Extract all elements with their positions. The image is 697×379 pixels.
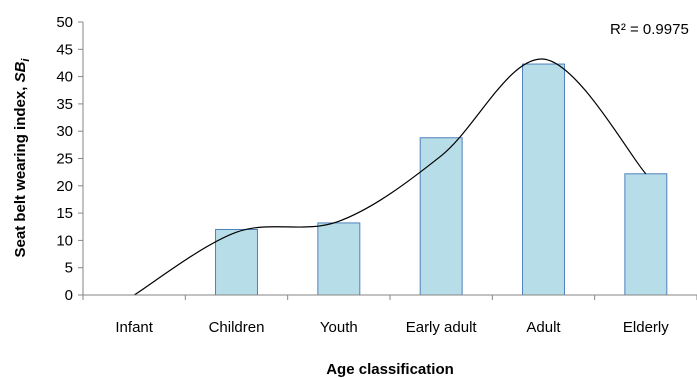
trendline — [133, 58, 647, 296]
x-category-label: Youth — [320, 319, 358, 336]
y-axis-title-symbol: SB — [12, 61, 29, 82]
y-axis-title-main: Seat belt wearing index, — [12, 82, 29, 257]
bar — [215, 228, 258, 296]
y-axis-title-subscript: i — [20, 58, 32, 62]
x-category-label: Elderly — [623, 319, 669, 336]
y-tick-label: 40 — [56, 69, 73, 86]
y-tick-label: 25 — [56, 151, 73, 168]
bar — [317, 222, 361, 296]
x-category-label: Early adult — [406, 319, 478, 336]
y-tick-label: 15 — [56, 205, 73, 222]
y-tick-label: 50 — [56, 14, 73, 31]
bar — [522, 63, 565, 296]
x-axis-ticks: Infant Children Youth Early adult Adult Elder… — [82, 295, 697, 336]
y-tick-label: 0 — [65, 287, 73, 304]
y-axis-ticks: 0 5 10 15 20 25 30 35 40 45 50 — [56, 14, 83, 304]
bars — [215, 63, 668, 296]
y-axis-title: Seat belt wearing index, SBi — [12, 58, 32, 258]
y-tick-label: 5 — [65, 260, 73, 277]
y-tick-label: 35 — [56, 96, 73, 113]
r-squared-annotation: R² = 0.9975 — [610, 21, 689, 38]
y-tick-label: 45 — [56, 41, 73, 58]
x-category-label: Adult — [526, 319, 561, 336]
bar — [419, 137, 463, 296]
y-tick-label: 20 — [56, 178, 73, 195]
y-tick-label: 30 — [56, 123, 73, 140]
y-tick-label: 10 — [56, 232, 73, 249]
x-axis-title: Age classification — [326, 361, 454, 378]
x-category-label: Children — [209, 319, 265, 336]
bar — [624, 173, 668, 296]
x-category-label: Infant — [115, 319, 153, 336]
